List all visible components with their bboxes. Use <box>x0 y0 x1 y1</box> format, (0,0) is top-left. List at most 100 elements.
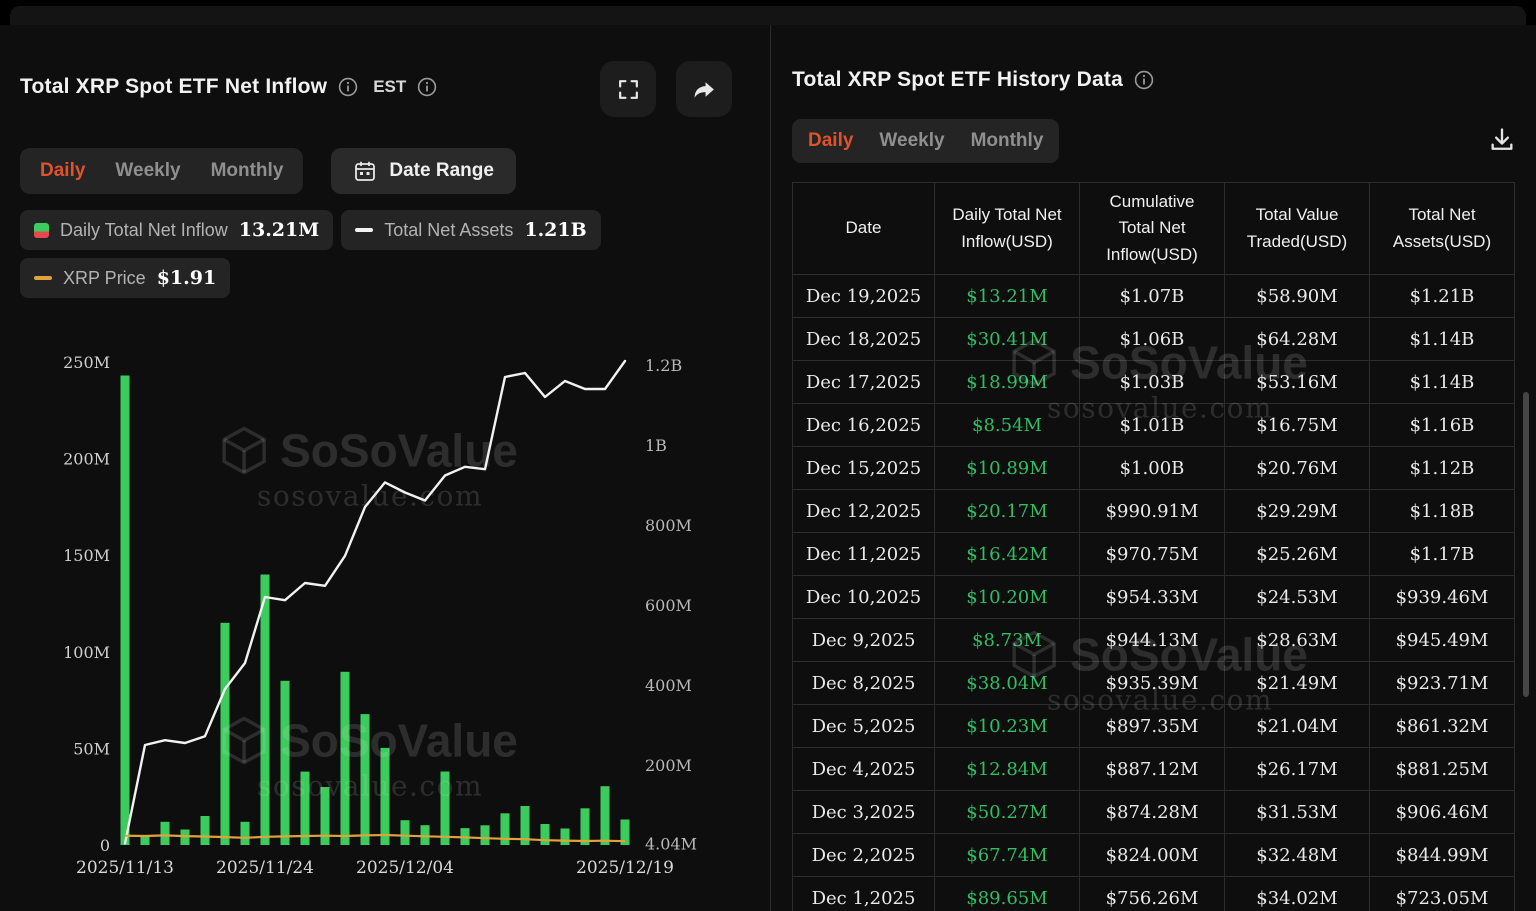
date-range-label: Date Range <box>389 160 494 181</box>
date-cell: Dec 15,2025 <box>792 446 935 490</box>
net-inflow-header: Total XRP Spot ETF Net Inflow EST <box>20 75 437 99</box>
net-inflow-panel: Total XRP Spot ETF Net Inflow EST <box>0 25 770 911</box>
table-row: Dec 3,2025 $50.27M $874.28M $31.53M $906.46M <box>792 790 1515 834</box>
panel-divider <box>770 25 771 911</box>
tab-monthly[interactable]: Monthly <box>970 130 1044 151</box>
value-cell: $1.00B <box>1079 446 1225 490</box>
date-cell: Dec 4,2025 <box>792 747 935 791</box>
date-range-button[interactable]: Date Range <box>331 148 516 194</box>
legend-xrp-price[interactable]: XRP Price $1.91 <box>20 258 231 298</box>
legend-daily-net-inflow[interactable]: Daily Total Net Inflow 13.21M <box>20 210 334 250</box>
info-icon[interactable] <box>417 77 437 97</box>
legend-value: 1.21B <box>524 219 587 241</box>
value-cell: $1.17B <box>1369 532 1515 576</box>
date-cell: Dec 2,2025 <box>792 833 935 877</box>
legend-label: Total Net Assets <box>384 219 514 240</box>
chart-controls-row: Daily Weekly Monthly Date Range <box>20 148 516 194</box>
value-cell: $12.84M <box>934 747 1080 791</box>
value-cell: $1.07B <box>1079 274 1225 318</box>
tab-weekly[interactable]: Weekly <box>879 130 945 151</box>
value-cell: $18.99M <box>934 360 1080 404</box>
fullscreen-button[interactable] <box>600 61 656 117</box>
table-row: Dec 11,2025 $16.42M $970.75M $25.26M $1.17B <box>792 532 1515 576</box>
browser-tab-remnant <box>10 6 1526 25</box>
download-icon <box>1488 126 1516 154</box>
legend-value: $1.91 <box>156 267 217 289</box>
chart-legend-row-2: XRP Price $1.91 <box>20 258 231 298</box>
chart-period-tabs: Daily Weekly Monthly <box>20 148 304 194</box>
net-inflow-chart[interactable]: 0 50M 100M 150M 200M 250M 4.04M 200M 400M 600M 800… <box>20 310 750 895</box>
table-row: Dec 17,2025 $18.99M $1.03B $53.16M $1.14B <box>792 360 1515 404</box>
history-data-header: Total XRP Spot ETF History Data <box>792 68 1154 92</box>
share-button[interactable] <box>676 61 732 117</box>
svg-text:200M: 200M <box>63 450 110 469</box>
table-scrollbar[interactable] <box>1523 392 1529 697</box>
tab-monthly[interactable]: Monthly <box>210 160 284 181</box>
table-row: Dec 16,2025 $8.54M $1.01B $16.75M $1.16B <box>792 403 1515 447</box>
svg-text:4.04M: 4.04M <box>645 834 697 853</box>
table-header-row: Date Daily Total Net Inflow(USD) Cumulativ… <box>792 182 1515 275</box>
svg-text:0: 0 <box>100 836 110 855</box>
date-cell: Dec 11,2025 <box>792 532 935 576</box>
value-cell: $20.17M <box>934 489 1080 533</box>
download-button[interactable] <box>1487 126 1517 156</box>
value-cell: $1.06B <box>1079 317 1225 361</box>
value-cell: $756.26M <box>1079 876 1225 911</box>
info-icon[interactable] <box>1134 70 1154 90</box>
fullscreen-icon <box>616 77 641 102</box>
svg-text:400M: 400M <box>645 676 692 695</box>
date-cell: Dec 9,2025 <box>792 618 935 662</box>
date-cell: Dec 17,2025 <box>792 360 935 404</box>
value-cell: $874.28M <box>1079 790 1225 834</box>
value-cell: $945.49M <box>1369 618 1515 662</box>
value-cell: $24.53M <box>1224 575 1370 619</box>
date-cell: Dec 10,2025 <box>792 575 935 619</box>
table-row: Dec 12,2025 $20.17M $990.91M $29.29M $1.18B <box>792 489 1515 533</box>
svg-text:2025/12/04: 2025/12/04 <box>356 858 454 878</box>
date-cell: Dec 12,2025 <box>792 489 935 533</box>
value-cell: $824.00M <box>1079 833 1225 877</box>
table-row: Dec 9,2025 $8.73M $944.13M $28.63M $945.49M <box>792 618 1515 662</box>
value-cell: $64.28M <box>1224 317 1370 361</box>
table-row: Dec 1,2025 $89.65M $756.26M $34.02M $723.05M <box>792 876 1515 911</box>
value-cell: $970.75M <box>1079 532 1225 576</box>
value-cell: $10.20M <box>934 575 1080 619</box>
value-cell: $1.16B <box>1369 403 1515 447</box>
svg-text:2025/11/24: 2025/11/24 <box>216 858 314 878</box>
svg-text:800M: 800M <box>645 516 692 535</box>
date-cell: Dec 5,2025 <box>792 704 935 748</box>
svg-text:1.2B: 1.2B <box>645 356 682 375</box>
info-icon[interactable] <box>338 77 358 97</box>
legend-value: 13.21M <box>238 219 320 241</box>
svg-text:250M: 250M <box>63 353 110 372</box>
table-header-cell: Cumulative Total Net Inflow(USD) <box>1079 182 1225 275</box>
legend-total-net-assets[interactable]: Total Net Assets 1.21B <box>341 210 601 250</box>
value-cell: $906.46M <box>1369 790 1515 834</box>
tab-weekly[interactable]: Weekly <box>115 160 181 181</box>
table-row: Dec 8,2025 $38.04M $935.39M $21.49M $923.71M <box>792 661 1515 705</box>
date-cell: Dec 3,2025 <box>792 790 935 834</box>
value-cell: $53.16M <box>1224 360 1370 404</box>
tab-daily[interactable]: Daily <box>40 160 86 181</box>
value-cell: $16.42M <box>934 532 1080 576</box>
inflow-chart-canvas[interactable]: 0 50M 100M 150M 200M 250M 4.04M 200M 400M 600M 800… <box>20 310 750 895</box>
value-cell: $8.73M <box>934 618 1080 662</box>
value-cell: $844.99M <box>1369 833 1515 877</box>
value-cell: $881.25M <box>1369 747 1515 791</box>
table-header-cell: Date <box>792 182 935 275</box>
value-cell: $34.02M <box>1224 876 1370 911</box>
value-cell: $944.13M <box>1079 618 1225 662</box>
value-cell: $990.91M <box>1079 489 1225 533</box>
assets-line-icon <box>355 228 374 232</box>
value-cell: $21.49M <box>1224 661 1370 705</box>
value-cell: $38.04M <box>934 661 1080 705</box>
value-cell: $1.18B <box>1369 489 1515 533</box>
svg-text:150M: 150M <box>63 546 110 565</box>
table-row: Dec 15,2025 $10.89M $1.00B $20.76M $1.12B <box>792 446 1515 490</box>
tab-daily[interactable]: Daily <box>808 130 854 151</box>
history-data-title: Total XRP Spot ETF History Data <box>792 68 1123 91</box>
value-cell: $723.05M <box>1369 876 1515 911</box>
value-cell: $1.12B <box>1369 446 1515 490</box>
value-cell: $1.03B <box>1079 360 1225 404</box>
